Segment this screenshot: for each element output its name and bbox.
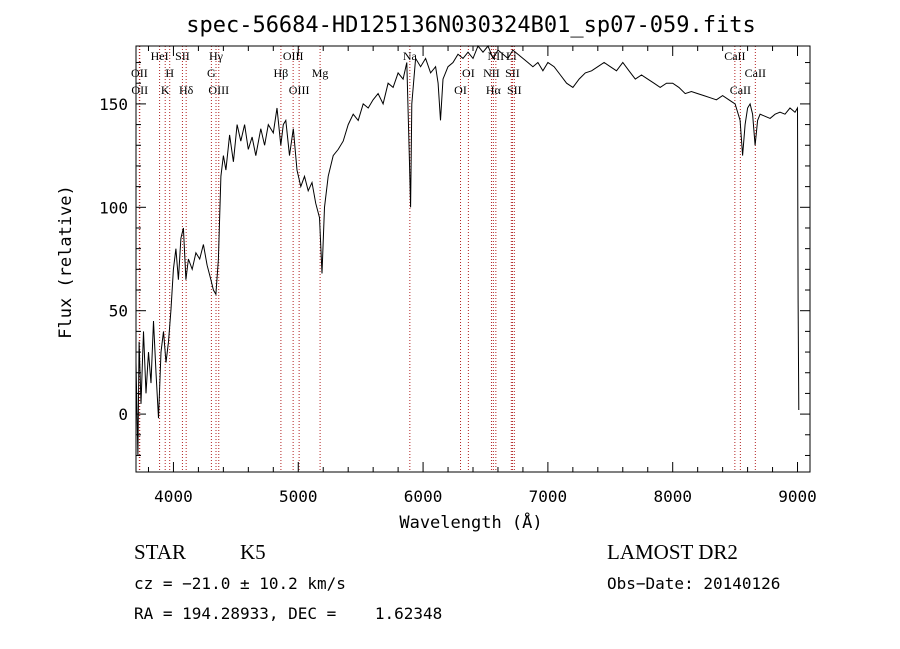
line-label: Hδ <box>179 83 194 97</box>
plot-frame <box>135 45 811 473</box>
line-label: OIII <box>289 83 310 97</box>
y-tick-label: 150 <box>99 95 128 114</box>
line-label: OIII <box>208 83 229 97</box>
y-tick-label: 0 <box>118 405 128 424</box>
line-label: Na <box>403 49 418 63</box>
line-label: CaII <box>724 49 745 63</box>
spectral-line-labels: OIIOIIHeIKHSIIHδGHγOIIIHβOIIIOIIIMgNaOIO… <box>131 49 766 97</box>
line-label: NII <box>488 49 505 63</box>
x-tick-label: 6000 <box>404 487 443 506</box>
line-label: OII <box>131 83 148 97</box>
line-label: Hα <box>486 83 502 97</box>
line-label: K <box>161 83 170 97</box>
coordinates-readout: RA = 194.28933, DEC = 1.62348 <box>134 604 443 623</box>
y-axis-label: Flux (relative) <box>56 185 76 339</box>
line-label: Hγ <box>209 49 224 63</box>
spectrum-series-line <box>135 45 800 456</box>
y-axis-ticks: 0 50 100 150 <box>99 62 810 456</box>
x-axis-label: Wavelength (Å) <box>399 511 542 533</box>
line-label: SII <box>505 66 520 80</box>
line-label: CaII <box>745 66 766 80</box>
line-label: SII <box>507 83 522 97</box>
line-label: H <box>165 66 174 80</box>
line-label: Li <box>506 49 517 63</box>
x-tick-label: 4000 <box>154 487 193 506</box>
survey-name: LAMOST DR2 <box>607 540 738 564</box>
line-label: Mg <box>312 66 329 80</box>
line-label: SII <box>175 49 190 63</box>
y-tick-label: 100 <box>99 198 128 217</box>
x-tick-label: 5000 <box>279 487 318 506</box>
redshift-readout: cz = −21.0 ± 10.2 km/s <box>134 574 346 593</box>
x-tick-label: 8000 <box>653 487 692 506</box>
observation-date: Obs−Date: 20140126 <box>607 574 781 593</box>
line-label: OI <box>462 66 475 80</box>
object-class: STAR <box>134 540 186 564</box>
x-tick-label: 9000 <box>778 487 817 506</box>
line-label: OII <box>131 66 148 80</box>
line-label: OIII <box>283 49 304 63</box>
line-label: HeI <box>151 49 169 63</box>
chart-title: spec-56684-HD125136N030324B01_sp07-059.f… <box>186 13 756 38</box>
x-axis-ticks: 4000 5000 6000 7000 8000 9000 <box>147 46 817 506</box>
line-label: Hβ <box>274 66 289 80</box>
line-label: OI <box>454 83 467 97</box>
line-label: CaII <box>730 83 751 97</box>
line-label: NII <box>483 66 500 80</box>
line-label: G <box>207 66 216 80</box>
x-tick-label: 7000 <box>529 487 568 506</box>
y-tick-label: 50 <box>109 302 128 321</box>
spectral-line-markers <box>138 46 756 472</box>
object-subclass: K5 <box>240 540 266 564</box>
